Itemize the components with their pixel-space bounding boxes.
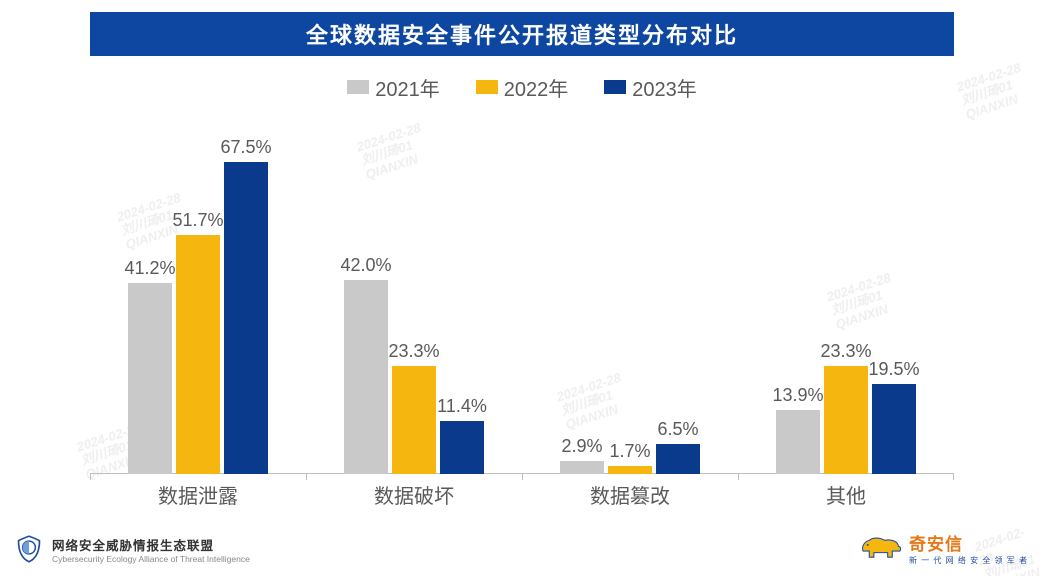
title-bar: 全球数据安全事件公开报道类型分布对比: [90, 12, 954, 56]
title-text: 全球数据安全事件公开报道类型分布对比: [306, 18, 738, 50]
bar: [560, 461, 604, 474]
bar: [128, 283, 172, 474]
qax-tagline: 新 一 代 网 络 安 全 领 军 者: [909, 555, 1028, 566]
category-labels: 数据泄露 数据破坏 数据篡改 其他: [90, 480, 954, 510]
watermark: 2024-02-28刘川琦01QIANXIN: [955, 61, 1031, 122]
legend-label: 2021年: [375, 73, 440, 102]
qax-text: 奇安信 新 一 代 网 络 安 全 领 军 者: [909, 530, 1028, 566]
bar: [224, 162, 268, 474]
footer-right: 奇安信 新 一 代 网 络 安 全 领 军 者: [857, 530, 1028, 566]
footer-left: 网络安全威胁情报生态联盟 Cybersecurity Ecology Allia…: [14, 534, 250, 564]
bar-value-label: 23.3%: [374, 341, 454, 362]
bar: [392, 366, 436, 474]
bar-value-label: 11.4%: [422, 396, 502, 417]
bar: [776, 410, 820, 474]
slide: 2024-02-28刘川琦01QIANXIN2024-02-28刘川琦01QIA…: [0, 0, 1044, 576]
bar: [176, 235, 220, 474]
bar: [608, 466, 652, 474]
alliance-logo-icon: [14, 534, 44, 564]
legend-swatch: [347, 80, 369, 94]
legend-swatch: [604, 80, 626, 94]
legend-label: 2023年: [632, 73, 697, 102]
category-label: 数据篡改: [590, 480, 670, 509]
bar: [344, 280, 388, 474]
bar-value-label: 42.0%: [326, 255, 406, 276]
bar-value-label: 6.5%: [638, 419, 718, 440]
legend-item: 2022年: [476, 73, 569, 102]
footer: 网络安全威胁情报生态联盟 Cybersecurity Ecology Allia…: [0, 526, 1044, 570]
legend-swatch: [476, 80, 498, 94]
legend-item: 2023年: [604, 73, 697, 102]
alliance-name-en: Cybersecurity Ecology Alliance of Threat…: [52, 554, 250, 564]
legend-label: 2022年: [504, 73, 569, 102]
bar: [440, 421, 484, 474]
legend: 2021年 2022年 2023年: [90, 72, 954, 102]
bar: [872, 384, 916, 474]
bar: [656, 444, 700, 474]
qax-logo-icon: [857, 534, 903, 562]
category-label: 数据破坏: [374, 480, 454, 509]
legend-item: 2021年: [347, 73, 440, 102]
bar: [824, 366, 868, 474]
bar-value-label: 67.5%: [206, 137, 286, 158]
category-label: 其他: [826, 480, 866, 509]
category-label: 数据泄露: [158, 480, 238, 509]
qax-name-cn: 奇安信: [909, 530, 1028, 555]
plot-area: 41.2%51.7%67.5%42.0%23.3%11.4%2.9%1.7%6.…: [90, 104, 954, 474]
alliance-text: 网络安全威胁情报生态联盟 Cybersecurity Ecology Allia…: [52, 535, 250, 564]
bar-value-label: 19.5%: [854, 359, 934, 380]
alliance-name-cn: 网络安全威胁情报生态联盟: [52, 535, 250, 554]
